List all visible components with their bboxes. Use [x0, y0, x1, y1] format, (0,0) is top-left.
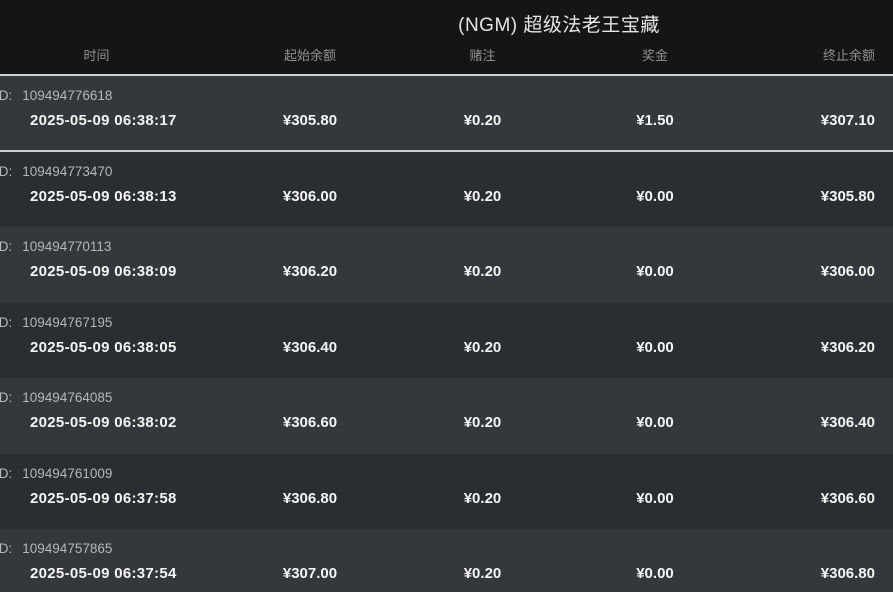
row-bet: ¥0.20	[463, 187, 502, 205]
row-id-label: ID:	[0, 541, 13, 556]
row-id: ID: 109494761009	[0, 466, 893, 481]
row-values: 2025-05-09 06:37:54 ¥307.00 ¥0.20 ¥0.00 …	[0, 565, 893, 582]
row-values: 2025-05-09 06:37:58 ¥306.80 ¥0.20 ¥0.00 …	[0, 490, 893, 507]
history-row: ID: 109494776618 2025-05-09 06:38:17 ¥305…	[0, 76, 893, 152]
row-values: 2025-05-09 06:38:05 ¥306.40 ¥0.20 ¥0.00 …	[0, 339, 893, 356]
column-header-end-balance: 终止余额	[822, 48, 875, 63]
row-bet: ¥0.20	[463, 489, 502, 507]
row-prize: ¥0.00	[636, 565, 674, 582]
row-end-balance: ¥306.00	[820, 263, 875, 280]
row-bet: ¥0.20	[463, 565, 502, 582]
row-start-balance: ¥306.00	[282, 187, 338, 205]
row-id: ID: 109494773470	[0, 164, 893, 179]
row-values: 2025-05-09 06:38:02 ¥306.60 ¥0.20 ¥0.00 …	[0, 414, 893, 431]
row-end-balance: ¥305.80	[820, 187, 875, 205]
history-row: ID: 109494757865 2025-05-09 06:37:54 ¥307…	[0, 529, 893, 592]
row-prize: ¥0.00	[636, 263, 674, 280]
row-id-label: ID:	[0, 88, 13, 103]
row-id: ID: 109494764085	[0, 390, 893, 405]
row-start-balance: ¥307.00	[282, 565, 338, 582]
row-values: 2025-05-09 06:38:13 ¥306.00 ¥0.20 ¥0.00 …	[0, 188, 893, 205]
row-time: 2025-05-09 06:37:54	[30, 565, 177, 582]
row-id-value: 109494761009	[22, 465, 113, 481]
column-headers: 时间 起始余额 赌注 奖金 终止余额	[0, 45, 893, 64]
header: (NGM) 超级法老王宝藏 时间 起始余额 赌注 奖金 终止余额	[0, 0, 893, 76]
row-end-balance: ¥306.60	[820, 489, 875, 507]
row-prize: ¥0.00	[636, 414, 674, 431]
row-time: 2025-05-09 06:38:17	[30, 112, 177, 129]
history-row: ID: 109494761009 2025-05-09 06:37:58 ¥306…	[0, 453, 893, 529]
column-header-bet: 赌注	[469, 48, 496, 63]
row-id-value: 109494757865	[22, 541, 113, 556]
row-id-value: 109494776618	[22, 88, 113, 103]
row-prize: ¥0.00	[636, 187, 674, 205]
row-id-label: ID:	[0, 465, 13, 481]
history-row: ID: 109494764085 2025-05-09 06:38:02 ¥306…	[0, 378, 893, 454]
history-list: ID: 109494776618 2025-05-09 06:38:17 ¥305…	[0, 76, 893, 592]
row-id: ID: 109494757865	[0, 541, 893, 556]
history-row: ID: 109494767195 2025-05-09 06:38:05 ¥306…	[0, 302, 893, 378]
row-end-balance: ¥306.20	[820, 338, 875, 356]
row-end-balance: ¥307.10	[820, 112, 875, 129]
row-start-balance: ¥306.80	[282, 489, 338, 507]
row-id: ID: 109494776618	[0, 88, 893, 103]
row-id-label: ID:	[0, 390, 13, 405]
row-id: ID: 109494767195	[0, 315, 893, 330]
row-time: 2025-05-09 06:38:05	[30, 338, 177, 356]
row-prize: ¥1.50	[636, 112, 674, 129]
row-values: 2025-05-09 06:38:17 ¥305.80 ¥0.20 ¥1.50 …	[0, 112, 893, 129]
row-id-label: ID:	[0, 314, 13, 330]
row-id-label: ID:	[0, 163, 13, 179]
row-bet: ¥0.20	[463, 112, 502, 129]
row-id-label: ID:	[0, 239, 13, 254]
history-row: ID: 109494770113 2025-05-09 06:38:09 ¥306…	[0, 227, 893, 303]
row-time: 2025-05-09 06:38:13	[30, 187, 177, 205]
row-bet: ¥0.20	[463, 414, 502, 431]
row-prize: ¥0.00	[636, 338, 674, 356]
row-id-value: 109494773470	[22, 163, 113, 179]
page-title: (NGM) 超级法老王宝藏	[458, 15, 660, 36]
row-id-value: 109494770113	[22, 239, 112, 254]
row-start-balance: ¥306.60	[282, 414, 338, 431]
row-start-balance: ¥306.20	[282, 263, 338, 280]
row-id-value: 109494764085	[22, 390, 113, 405]
history-row: ID: 109494773470 2025-05-09 06:38:13 ¥306…	[0, 151, 893, 227]
row-time: 2025-05-09 06:37:58	[30, 489, 177, 507]
column-header-time: 时间	[83, 48, 110, 63]
column-header-prize: 奖金	[641, 48, 668, 63]
row-bet: ¥0.20	[463, 338, 502, 356]
row-time: 2025-05-09 06:38:02	[30, 414, 177, 431]
row-bet: ¥0.20	[463, 263, 502, 280]
row-id: ID: 109494770113	[0, 239, 893, 254]
row-prize: ¥0.00	[636, 489, 674, 507]
row-values: 2025-05-09 06:38:09 ¥306.20 ¥0.20 ¥0.00 …	[0, 263, 893, 280]
row-id-value: 109494767195	[22, 314, 113, 330]
row-end-balance: ¥306.80	[820, 565, 875, 582]
row-time: 2025-05-09 06:38:09	[30, 263, 177, 280]
row-start-balance: ¥306.40	[282, 338, 338, 356]
row-end-balance: ¥306.40	[820, 414, 875, 431]
column-header-start-balance: 起始余额	[283, 48, 336, 63]
row-start-balance: ¥305.80	[282, 112, 338, 129]
